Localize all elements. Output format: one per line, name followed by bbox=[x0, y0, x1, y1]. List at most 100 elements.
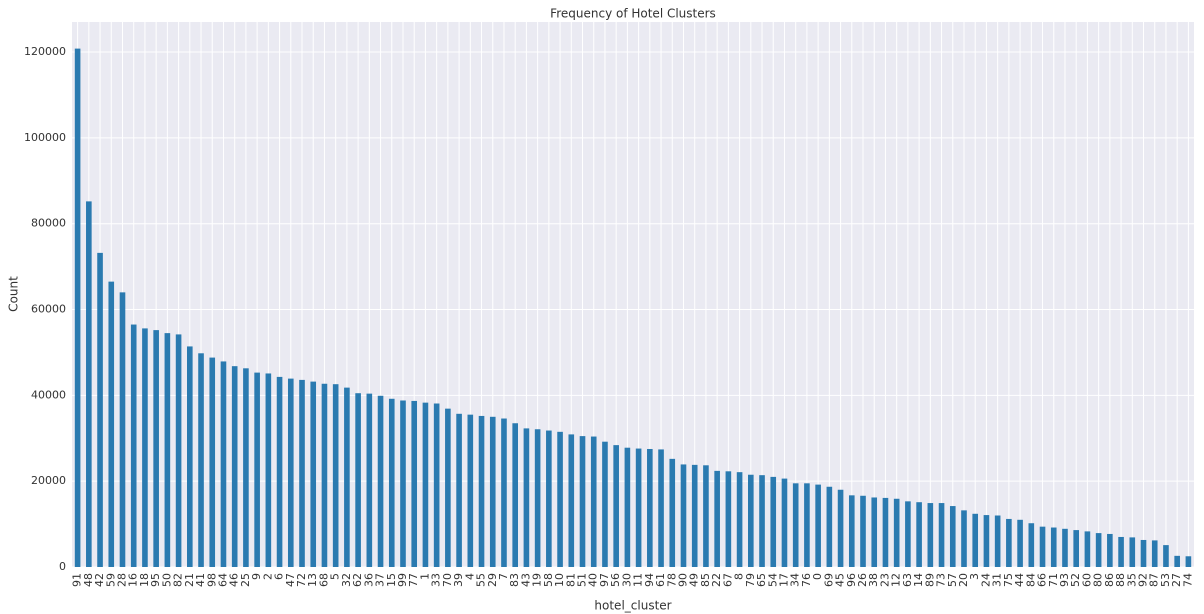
bar bbox=[882, 497, 889, 567]
bar bbox=[220, 361, 227, 567]
bar bbox=[187, 346, 193, 567]
bar bbox=[287, 378, 294, 567]
bar bbox=[804, 483, 810, 567]
bar bbox=[961, 510, 967, 567]
bar bbox=[1107, 533, 1113, 567]
x-tick-label: 63 bbox=[901, 573, 914, 587]
bar bbox=[691, 464, 698, 567]
bar bbox=[590, 436, 597, 567]
bar bbox=[658, 449, 664, 567]
bar bbox=[736, 472, 743, 567]
x-tick-label: 51 bbox=[576, 573, 589, 587]
bar bbox=[1185, 556, 1192, 567]
x-tick-label: 47 bbox=[284, 573, 297, 587]
x-tick-label: 71 bbox=[1047, 573, 1060, 587]
x-tick-label: 95 bbox=[149, 573, 162, 587]
x-tick-label: 59 bbox=[104, 573, 117, 587]
bar bbox=[1095, 533, 1102, 567]
y-tick-label: 60000 bbox=[31, 303, 66, 316]
bar bbox=[714, 470, 720, 567]
x-tick-label: 25 bbox=[239, 573, 252, 587]
bar bbox=[478, 415, 485, 567]
bar bbox=[1017, 519, 1023, 567]
bar bbox=[512, 423, 518, 567]
x-tick-label: 9 bbox=[250, 573, 263, 580]
bar bbox=[388, 398, 395, 567]
bar bbox=[400, 400, 406, 567]
x-tick-label: 37 bbox=[374, 573, 387, 587]
x-tick-label: 5 bbox=[329, 573, 342, 580]
x-tick-label: 53 bbox=[1159, 573, 1172, 587]
x-tick-label: 83 bbox=[508, 573, 521, 587]
x-tick-label: 11 bbox=[632, 573, 645, 587]
x-tick-label: 87 bbox=[1148, 573, 1161, 587]
plot-background bbox=[72, 22, 1194, 567]
x-tick-label: 84 bbox=[1024, 573, 1037, 587]
bar bbox=[1073, 530, 1079, 567]
x-tick-label: 90 bbox=[676, 573, 689, 587]
x-tick-label: 68 bbox=[317, 573, 330, 587]
x-tick-label: 78 bbox=[665, 573, 678, 587]
bar bbox=[1129, 537, 1136, 567]
bar bbox=[613, 445, 619, 567]
bar bbox=[905, 501, 911, 567]
x-tick-label: 99 bbox=[396, 573, 409, 587]
bar bbox=[949, 506, 956, 567]
x-tick-label: 4 bbox=[463, 573, 476, 580]
x-tick-label: 35 bbox=[1125, 573, 1138, 587]
x-tick-label: 1 bbox=[418, 573, 431, 580]
x-tick-label: 39 bbox=[452, 573, 465, 587]
x-tick-label: 76 bbox=[800, 573, 813, 587]
x-tick-label: 74 bbox=[1181, 573, 1194, 587]
x-tick-label: 52 bbox=[1069, 573, 1082, 587]
bar bbox=[680, 464, 687, 567]
x-tick-label: 81 bbox=[564, 573, 577, 587]
bar bbox=[837, 489, 844, 567]
bar bbox=[254, 372, 260, 567]
x-tick-label: 16 bbox=[127, 573, 140, 587]
x-tick-label: 85 bbox=[699, 573, 712, 587]
x-tick-label: 75 bbox=[1002, 573, 1015, 587]
x-tick-label: 49 bbox=[688, 573, 701, 587]
x-tick-label: 18 bbox=[138, 573, 151, 587]
x-tick-label: 33 bbox=[430, 573, 443, 587]
x-tick-label: 82 bbox=[172, 573, 185, 587]
bar bbox=[647, 448, 653, 567]
bar bbox=[108, 281, 115, 567]
bar bbox=[860, 495, 866, 567]
x-tick-label: 34 bbox=[789, 573, 802, 587]
x-axis-label: hotel_cluster bbox=[594, 599, 671, 613]
chart-title: Frequency of Hotel Clusters bbox=[550, 7, 716, 21]
bar bbox=[74, 48, 81, 567]
bar bbox=[97, 252, 103, 567]
bar bbox=[1163, 545, 1169, 567]
x-tick-label: 15 bbox=[385, 573, 398, 587]
bar bbox=[927, 503, 934, 567]
bar bbox=[411, 400, 418, 567]
bar bbox=[1140, 539, 1147, 567]
x-tick-label: 19 bbox=[531, 573, 544, 587]
x-tick-label: 41 bbox=[194, 573, 207, 587]
x-tick-label: 30 bbox=[620, 573, 633, 587]
bar bbox=[1151, 540, 1158, 567]
y-tick-label: 20000 bbox=[31, 474, 66, 487]
bar bbox=[1062, 528, 1068, 567]
bar bbox=[1039, 526, 1046, 567]
bar bbox=[276, 376, 283, 567]
x-tick-label: 89 bbox=[923, 573, 936, 587]
x-tick-label: 3 bbox=[968, 573, 981, 580]
bar bbox=[456, 413, 462, 567]
x-tick-label: 92 bbox=[1137, 573, 1150, 587]
bar bbox=[848, 495, 855, 567]
x-tick-label: 58 bbox=[542, 573, 555, 587]
x-tick-label: 43 bbox=[519, 573, 532, 587]
x-tick-label: 44 bbox=[1013, 573, 1026, 587]
x-tick-label: 8 bbox=[733, 573, 746, 580]
x-tick-label: 60 bbox=[1080, 573, 1093, 587]
bar bbox=[523, 428, 530, 567]
x-tick-label: 42 bbox=[93, 573, 106, 587]
x-tick-label: 79 bbox=[744, 573, 757, 587]
x-tick-label: 93 bbox=[1058, 573, 1071, 587]
bar bbox=[142, 328, 148, 567]
bar bbox=[332, 384, 339, 567]
